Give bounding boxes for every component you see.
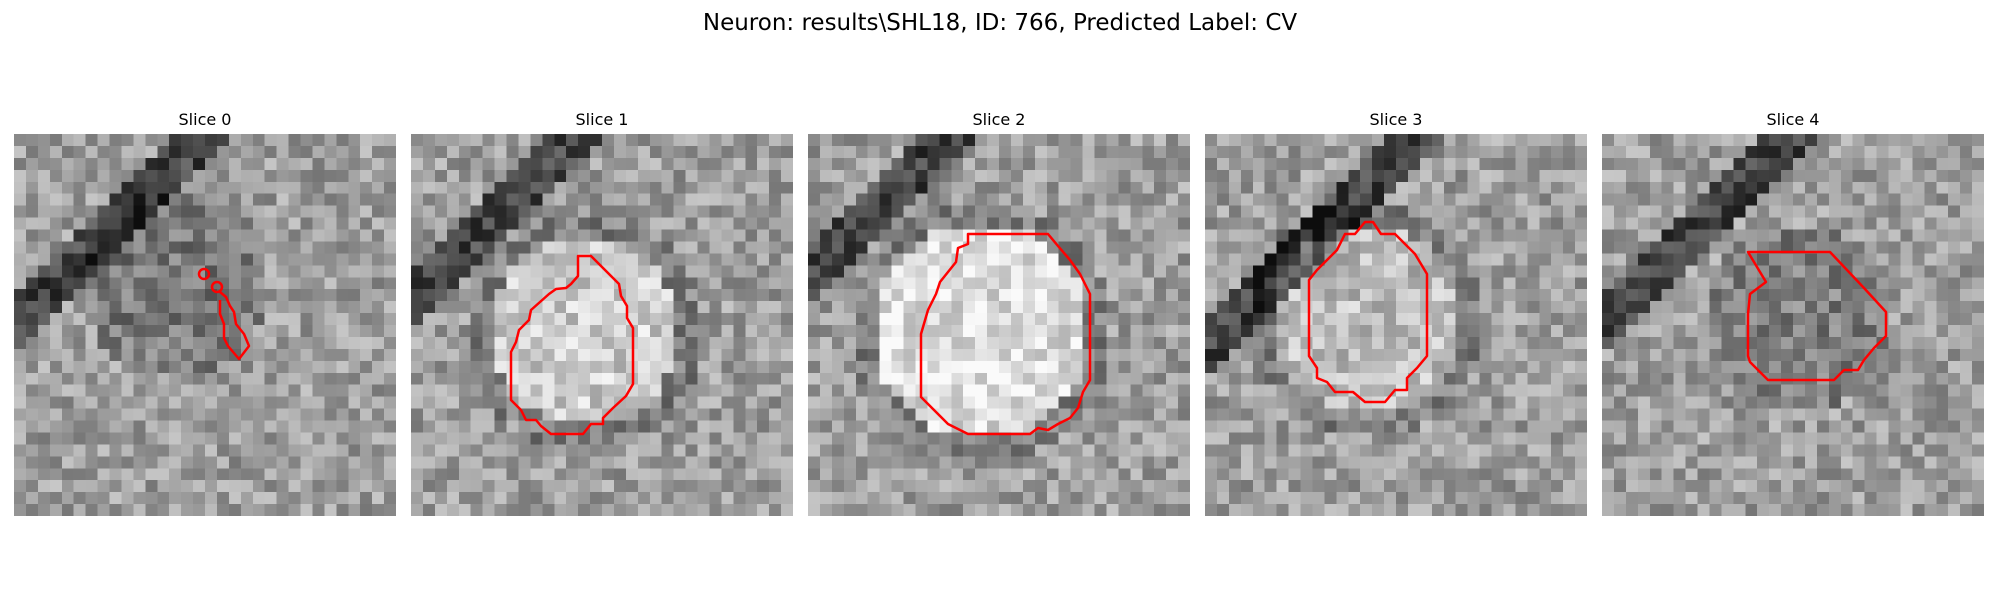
grayscale-image-0 bbox=[14, 134, 396, 516]
contour-overlay-4 bbox=[1746, 250, 1888, 382]
slice-panel-4: Slice 4 bbox=[1602, 110, 1984, 516]
slice-image-1 bbox=[411, 134, 793, 516]
slice-title-1: Slice 1 bbox=[575, 110, 629, 129]
slice-image-2 bbox=[808, 134, 1190, 516]
slice-image-3 bbox=[1205, 134, 1587, 516]
contour-overlay-1 bbox=[509, 254, 635, 436]
figure-title: Neuron: results\SHL18, ID: 766, Predicte… bbox=[702, 10, 1298, 36]
slice-title-2: Slice 2 bbox=[972, 110, 1026, 129]
slice-title-0: Slice 0 bbox=[178, 110, 232, 129]
slice-title-3: Slice 3 bbox=[1369, 110, 1423, 129]
slice-title-4: Slice 4 bbox=[1766, 110, 1820, 129]
slice-panel-2: Slice 2 bbox=[808, 110, 1190, 516]
contour-overlay-0 bbox=[197, 267, 251, 361]
slice-panel-3: Slice 3 bbox=[1205, 110, 1587, 516]
slice-panel-1: Slice 1 bbox=[411, 110, 793, 516]
slice-image-0 bbox=[14, 134, 396, 516]
slice-panel-0: Slice 0 bbox=[14, 110, 396, 516]
contour-overlay-2 bbox=[919, 232, 1092, 436]
contour-overlay-3 bbox=[1307, 220, 1429, 404]
grayscale-image-4 bbox=[1602, 134, 1984, 516]
grayscale-image-1 bbox=[411, 134, 793, 516]
grayscale-image-3 bbox=[1205, 134, 1587, 516]
grayscale-image-2 bbox=[808, 134, 1190, 516]
slice-image-4 bbox=[1602, 134, 1984, 516]
